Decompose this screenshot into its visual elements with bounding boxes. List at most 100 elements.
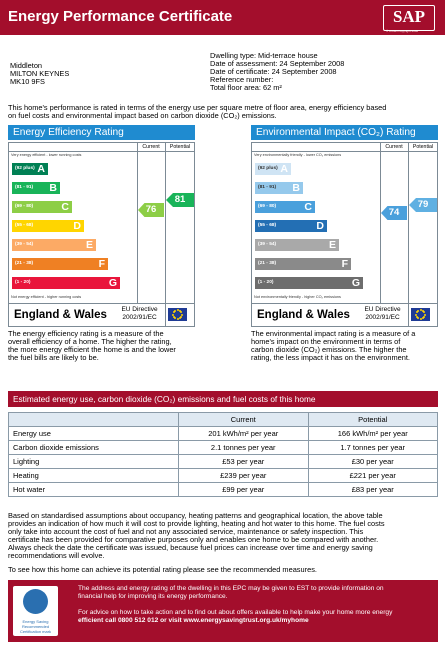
eir-directive: EU Directive (364, 306, 401, 313)
eir-description: rating, the less impact it has on the en… (251, 353, 410, 362)
band-range: (92 plus) (258, 166, 278, 171)
eu-star-icon (423, 315, 426, 318)
detail-line: Date of assessment: 24 September 2008 (210, 59, 345, 68)
detail-line: Date of certificate: 24 September 2008 (210, 67, 337, 76)
band-letter: D (73, 220, 81, 232)
table-cell: £53 per year (178, 454, 309, 469)
table-cell: £99 per year (178, 482, 309, 497)
rating-band-c: (69 - 80) C (255, 201, 315, 213)
rating-band-g: (1 - 20) G (255, 277, 363, 289)
rating-band-c: (69 - 80) C (12, 201, 72, 213)
band-letter: C (304, 201, 312, 213)
rating-band-b: (81 - 91) B (255, 182, 303, 194)
eir-col-potential: Potential (412, 144, 434, 150)
table-cell: Lighting (8, 454, 179, 469)
rating-band-d: (55 - 68) D (255, 220, 327, 232)
eu-star-icon (423, 311, 426, 314)
footer-text: For advice on how to take action and to … (78, 609, 393, 616)
band-letter: D (316, 220, 324, 232)
eer-potential-arrow: 81 (166, 193, 194, 207)
rating-band-f: (21 - 38) F (12, 258, 108, 270)
band-letter: G (108, 277, 117, 289)
table-row: Carbon dioxide emissions 2.1 tonnes per … (8, 440, 438, 455)
band-letter: B (49, 182, 57, 194)
band-range: (21 - 38) (258, 261, 277, 266)
eu-star-icon (421, 309, 424, 312)
detail-line: Reference number: (210, 75, 274, 84)
rating-band-d: (55 - 68) D (12, 220, 84, 232)
band-letter: B (292, 182, 300, 194)
footer-text: efficient call 0800 512 012 or visit www… (78, 617, 309, 624)
eir-current-arrow: 74 (381, 206, 407, 220)
eu-star-icon (415, 313, 417, 316)
rating-band-f: (21 - 38) F (255, 258, 351, 270)
eir-footer-rule (251, 303, 438, 304)
eir-current-value: 74 (388, 207, 400, 218)
eu-star-icon (417, 317, 420, 320)
eir-potential-value: 79 (417, 199, 429, 210)
eer-title: Energy Efficiency Rating (8, 125, 195, 140)
eer-region: England & Wales (14, 309, 107, 321)
band-range: (21 - 38) (15, 261, 34, 266)
eir-potential-arrow: 79 (409, 198, 437, 212)
address-line: MILTON KEYNES (10, 69, 70, 78)
eer-col-current: Current (142, 144, 160, 150)
basis-line: provides an indication of how much it wi… (8, 519, 385, 528)
eu-star-icon (180, 311, 183, 314)
page-title: Energy Performance Certificate (8, 8, 233, 25)
band-range: (1 - 20) (258, 280, 274, 285)
logo-text: Energy Saving Recommended Certification … (15, 619, 56, 634)
band-range: (39 - 54) (258, 242, 277, 247)
eir-title: Environmental Impact (CO₂) Rating (251, 125, 438, 140)
eu-star-icon (176, 318, 179, 320)
eer-directive: EU Directive (121, 306, 158, 313)
logo-text-line: Recommended (21, 624, 50, 629)
basis-line: only take into account the cost of fuel … (8, 527, 364, 536)
eir-region: England & Wales (257, 309, 350, 321)
eir-top-note: Very environmentally friendly - lower CO… (254, 153, 342, 157)
band-letter: E (85, 239, 93, 251)
eer-header-rule (8, 151, 195, 152)
eir-description: carbon dioxide (CO₂) emissions. The high… (251, 345, 407, 354)
logo-text-line: Energy Saving (22, 619, 49, 624)
eer-col-potential: Potential (169, 144, 191, 150)
table-cell: Energy use (8, 426, 179, 441)
table-cell: Carbon dioxide emissions (8, 440, 179, 455)
eer-directive: 2002/91/EC (122, 314, 157, 321)
band-letter: C (61, 201, 69, 213)
energy-saving-logo: Energy Saving Recommended Certification … (13, 586, 58, 636)
rating-band-b: (81 - 91) B (12, 182, 60, 194)
eu-star-icon (176, 309, 179, 311)
band-range: (69 - 80) (15, 204, 34, 209)
table-cell: Heating (8, 468, 179, 483)
table-header-cell (8, 412, 179, 427)
basis-line: recommendations will evolve. (8, 551, 105, 560)
table-header-cell: Current (178, 412, 309, 427)
basis-line: Always check the date the certificate wa… (8, 543, 373, 552)
eu-star-icon (419, 318, 422, 320)
eer-current-value: 76 (145, 204, 157, 215)
table-cell: Hot water (8, 482, 179, 497)
eir-divider (380, 142, 381, 303)
eer-top-note: Very energy efficient - lower running co… (11, 153, 82, 157)
eu-star-icon (174, 317, 177, 320)
header-bar: Energy Performance Certificate SAP © Cro… (0, 0, 445, 35)
band-range: (1 - 20) (15, 280, 31, 285)
band-letter: F (98, 258, 105, 270)
band-range: (55 - 68) (258, 223, 277, 228)
eer-current-arrow: 76 (138, 203, 164, 217)
table-row: Hot water £99 per year £83 per year (8, 482, 438, 497)
band-range: (81 - 91) (258, 185, 277, 190)
eer-divider (137, 142, 138, 303)
basis-line: Based on standardised assumptions about … (8, 511, 383, 520)
table-cell: £239 per year (178, 468, 309, 483)
eu-star-icon (180, 315, 183, 318)
eir-header-rule (251, 151, 438, 152)
table-cell: 2.1 tonnes per year (178, 440, 309, 455)
address-line: MK10 9FS (10, 77, 45, 86)
band-range: (55 - 68) (15, 223, 34, 228)
band-range: (81 - 91) (15, 185, 34, 190)
eer-description: The energy efficiency rating is a measur… (8, 329, 164, 338)
eu-star-icon (172, 311, 175, 314)
footer-text: financial help for improving its energy … (78, 593, 228, 600)
